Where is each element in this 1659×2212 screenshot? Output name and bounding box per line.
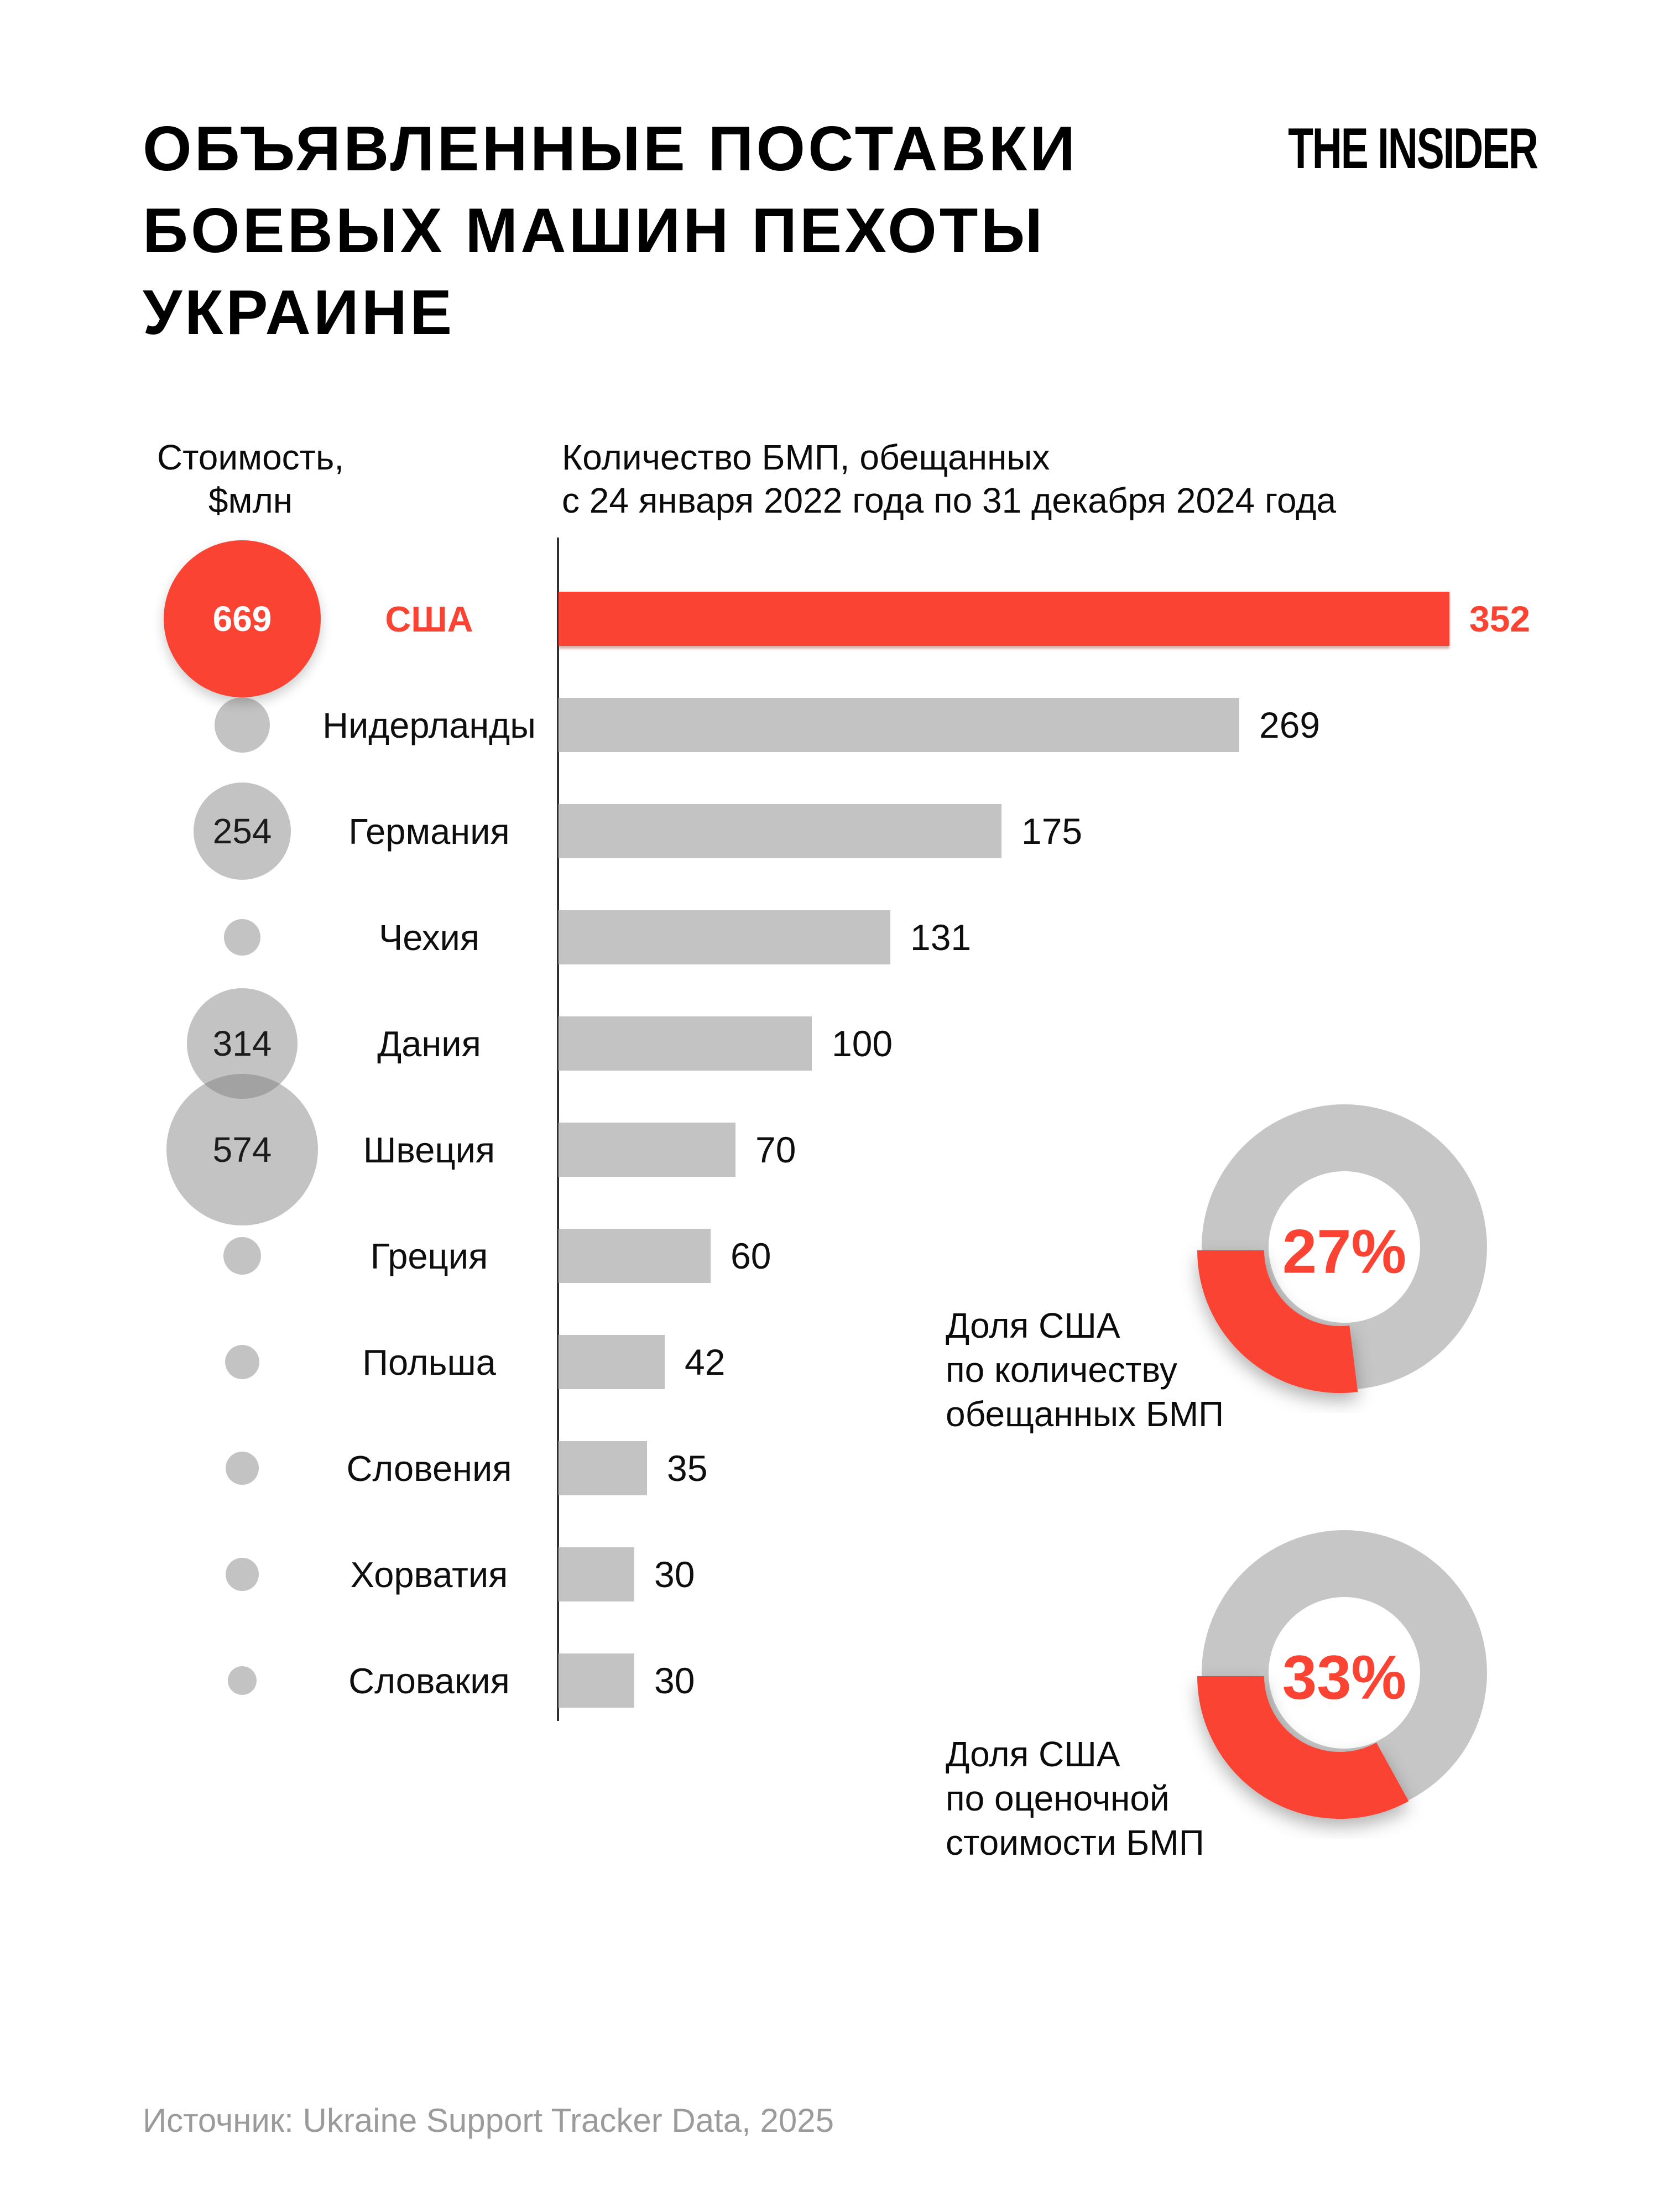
qty-bar: [559, 910, 890, 964]
country-label: Словения: [346, 1448, 512, 1489]
qty-bar: [559, 1653, 634, 1708]
qty-value: 30: [654, 1660, 695, 1701]
qty-value: 70: [755, 1129, 796, 1170]
quantity-header-line-2: с 24 января 2022 года по 31 декабря 2024…: [562, 481, 1337, 520]
qty-value: 42: [685, 1342, 726, 1383]
qty-value: 131: [910, 917, 972, 958]
qty-value: 352: [1469, 598, 1531, 639]
qty-bar: [559, 804, 1001, 858]
source-note: Источник: Ukraine Support Tracker Data, …: [143, 2102, 834, 2139]
caption-line: стоимости БМП: [946, 1823, 1204, 1863]
cost-bubble-value: 314: [212, 1024, 272, 1063]
cost-header-line-2: $млн: [208, 481, 293, 520]
cost-bubble: 669: [164, 540, 321, 697]
qty-bar: [559, 1335, 665, 1389]
qty-bar: [559, 1547, 634, 1601]
cost-bubble: [226, 1558, 259, 1591]
axis-line: [557, 538, 559, 1721]
chart-row: Словакия 30: [0, 1627, 1659, 1734]
cost-bubble: [224, 919, 260, 956]
chart-row: 574 Швеция 70: [0, 1074, 1659, 1225]
quantity-header-line-1: Количество БМП, обещанных: [562, 437, 1050, 477]
donut-accent-slice: [1197, 1250, 1358, 1394]
donut-hole: [1269, 1597, 1420, 1749]
country-label: США: [385, 598, 473, 639]
chart-row: Польша 42: [0, 1309, 1659, 1415]
donut-quantity-share-value: 27%: [1282, 1217, 1407, 1286]
donut-cost-share-value: 33%: [1282, 1642, 1407, 1712]
qty-bar: [559, 1229, 711, 1283]
caption-line: Доля США: [946, 1306, 1120, 1345]
caption-line: Доля США: [946, 1734, 1120, 1774]
qty-bar: [559, 1441, 647, 1495]
donut-cost-share-caption: Доля США по оценочной стоимости БМП: [946, 1732, 1204, 1865]
qty-bar: [559, 698, 1239, 752]
cost-bubble: [225, 1345, 259, 1379]
cost-bubble-value: 574: [212, 1130, 272, 1170]
cost-bubble: 254: [194, 782, 291, 880]
cost-bubble: 574: [166, 1074, 318, 1225]
country-label: Швеция: [363, 1129, 495, 1170]
country-label: Чехия: [378, 917, 480, 958]
cost-header-line-1: Стоимость,: [156, 437, 345, 477]
donut-quantity-share-caption: Доля США по количеству обещанных БМП: [946, 1303, 1224, 1436]
chart-row: 254 Германия 175: [0, 778, 1659, 884]
column-header-cost: Стоимость, $млн: [143, 436, 358, 522]
page-title: ОБЪЯВЛЕННЫЕ ПОСТАВКИ БОЕВЫХ МАШИН ПЕХОТЫ…: [143, 108, 1078, 354]
donut-cost-share-chart: [1197, 1530, 1487, 1819]
country-label: Дания: [377, 1023, 481, 1064]
country-label: Греция: [370, 1235, 488, 1276]
donut-quantity-share-chart: [1197, 1104, 1487, 1394]
caption-line: по оценочной: [946, 1778, 1170, 1818]
caption-line: по количеству: [946, 1350, 1177, 1390]
qty-value: 35: [667, 1448, 708, 1489]
qty-bar: [559, 1123, 735, 1177]
qty-bar: [559, 592, 1449, 646]
chart-row: 669 США 352: [0, 540, 1659, 697]
country-label: Нидерланды: [322, 705, 536, 745]
cost-bubble: [228, 1666, 257, 1695]
donut-accent-slice: [1197, 1676, 1409, 1819]
brand-logo: THE INSIDER: [1288, 117, 1538, 181]
country-label: Польша: [362, 1342, 496, 1383]
chart-rows: 669 США 352 Нидерланды 269 254 Германия 175 Чехи…: [0, 540, 1659, 1734]
title-line-2: БОЕВЫХ МАШИН ПЕХОТЫ: [143, 196, 1046, 266]
chart-row: Словения 35: [0, 1415, 1659, 1521]
cost-bubble: 314: [187, 988, 298, 1099]
qty-value: 100: [832, 1023, 893, 1064]
caption-line: обещанных БМП: [946, 1394, 1224, 1434]
qty-value: 60: [731, 1235, 771, 1276]
chart-row: 314 Дания 100: [0, 988, 1659, 1099]
country-label: Словакия: [348, 1660, 510, 1701]
cost-bubble: [215, 697, 270, 753]
qty-value: 269: [1259, 705, 1321, 745]
column-header-quantity: Количество БМП, обещанных с 24 января 20…: [562, 436, 1336, 522]
country-label: Германия: [348, 811, 510, 852]
donut-hole: [1269, 1171, 1420, 1323]
title-line-3: УКРАИНЕ: [143, 278, 455, 348]
qty-value: 30: [654, 1554, 695, 1595]
chart-row: Греция 60: [0, 1203, 1659, 1309]
chart-row: Чехия 131: [0, 884, 1659, 990]
qty-bar: [559, 1016, 812, 1071]
title-line-1: ОБЪЯВЛЕННЫЕ ПОСТАВКИ: [143, 114, 1078, 184]
cost-bubble-value: 669: [212, 599, 272, 639]
cost-bubble: [226, 1452, 259, 1485]
chart-row: Нидерланды 269: [0, 672, 1659, 778]
qty-value: 175: [1021, 811, 1083, 852]
cost-bubble: [223, 1237, 261, 1275]
country-label: Хорватия: [350, 1554, 508, 1595]
chart-row: Хорватия 30: [0, 1521, 1659, 1627]
cost-bubble-value: 254: [212, 811, 272, 851]
